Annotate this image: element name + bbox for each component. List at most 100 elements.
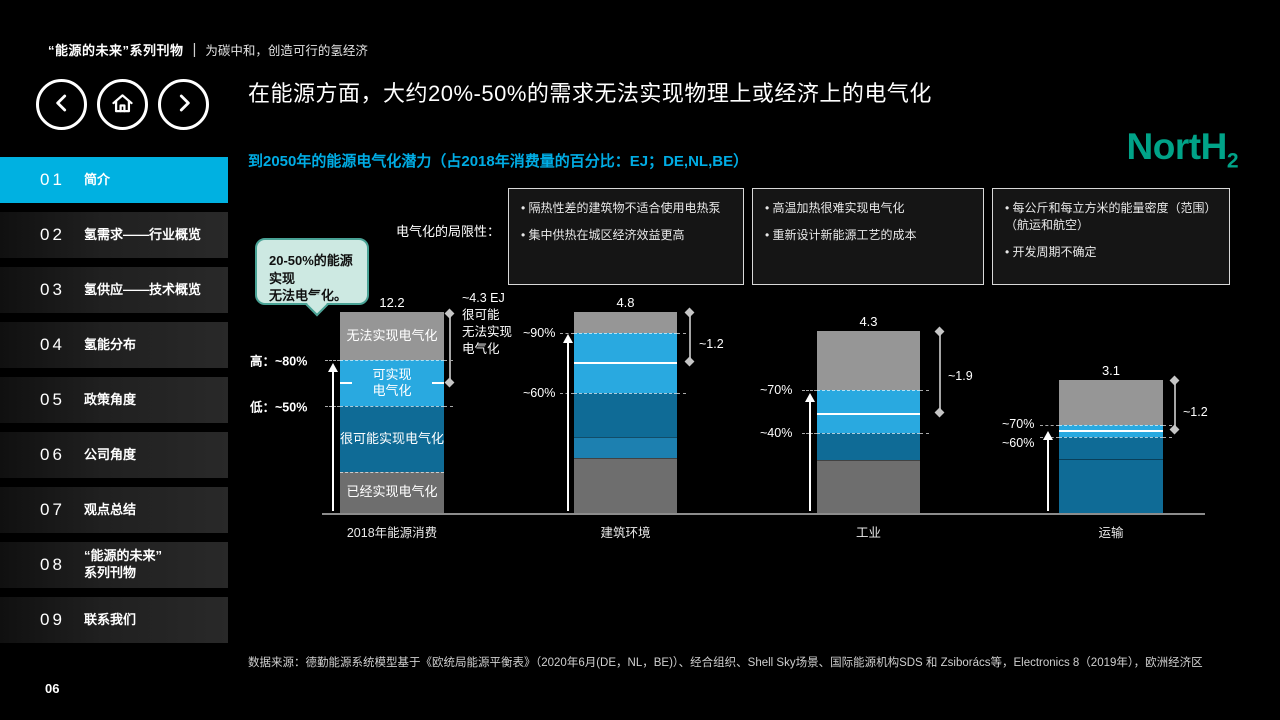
growth-arrow-head (805, 393, 815, 402)
sidebar-item-number: 03 (40, 280, 65, 299)
percent-label: ~70% (1002, 417, 1035, 431)
limitation-bullet: 高温加热很难实现电气化 (765, 200, 971, 217)
sidebar-item-number: 01 (40, 170, 65, 189)
chart-title: 到2050年的能源电气化潜力（占2018年消费量的百分比：EJ；DE,NL,BE… (248, 153, 749, 170)
percent-dash-line (560, 333, 574, 334)
bar-segment-label: 很可能实现电气化 (340, 430, 445, 446)
bar-segment-label: 可实现 电气化 (372, 366, 412, 398)
bar-segment (817, 460, 920, 513)
series-header: “能源的未来”系列刊物 | 为碳中和，创造可行的氢经济 (48, 40, 368, 59)
bar-total-label: 12.2 (379, 295, 405, 310)
range-value-label: ~4.3 EJ 很可能 无法实现 电气化 (462, 291, 513, 356)
bar-segment (340, 360, 444, 406)
range-diamond (934, 326, 945, 337)
percent-dash-line (1040, 425, 1059, 426)
sidebar-item-label: 氢需求——行业概览 (84, 226, 202, 242)
sidebar-item-label: 氢能分布 (84, 336, 137, 352)
bar-segment (340, 472, 444, 513)
percent-label: ~60% (523, 386, 556, 400)
nav-home-button[interactable] (97, 79, 148, 130)
callout-text: 20-50%的能源实现 无法电气化。 (269, 253, 353, 304)
range-line (689, 313, 691, 362)
chart-canvas: 12.2 无法实现电气化 可实现 电气化 很可能实现电气化 已经实现电气化 2018年能源… (240, 285, 1250, 560)
bar-segment (1059, 459, 1163, 513)
nav-forward-button[interactable] (158, 79, 209, 130)
range-line (939, 332, 941, 413)
sidebar-item-number: 06 (40, 445, 65, 464)
percent-dash-line (1163, 437, 1172, 438)
range-value-label: ~1.2 (699, 337, 724, 351)
bar-segment (1059, 430, 1163, 437)
range-line (1174, 381, 1176, 430)
axis-category-label: 运输 (1098, 526, 1124, 540)
sidebar-item-06-company[interactable]: 06 公司角度 (0, 432, 228, 478)
range-diamond (444, 308, 455, 319)
sidebar-item-04-hydrogen-distribution[interactable]: 04 氢能分布 (0, 322, 228, 368)
series-separator: | (192, 41, 197, 58)
range-diamond (684, 356, 695, 367)
range-diamond (1169, 375, 1180, 386)
growth-arrow (1047, 439, 1049, 511)
sidebar-item-05-policy[interactable]: 05 政策角度 (0, 377, 228, 423)
sidebar-item-number: 07 (40, 500, 65, 519)
home-icon (109, 90, 136, 120)
sidebar-item-08-series[interactable]: 08 “能源的未来” 系列刊物 (0, 542, 228, 588)
limitation-bullet: 每公斤和每立方米的能量密度（范围）（航运和航空） (1005, 200, 1217, 234)
page-number: 06 (45, 681, 60, 696)
chart-axis-line (322, 513, 1205, 515)
nav-back-button[interactable] (36, 79, 87, 130)
bar-segment (817, 413, 920, 433)
sidebar-item-number: 02 (40, 225, 65, 244)
range-diamond (444, 377, 455, 388)
sidebar-item-label: 公司角度 (84, 446, 137, 462)
percent-dash-line (677, 333, 686, 334)
bar-total-label: 3.1 (1101, 363, 1121, 378)
growth-arrow (567, 342, 569, 511)
limitation-bullet: 隔热性差的建筑物不适合使用电热泵 (521, 200, 731, 217)
bar-segment (340, 406, 444, 472)
growth-arrow-head (328, 363, 338, 372)
sidebar-item-02-hydrogen-demand[interactable]: 02 氢需求——行业概览 (0, 212, 228, 258)
percent-label: ~90% (523, 326, 556, 340)
percent-dash-line (1163, 425, 1172, 426)
bar-segment (574, 437, 677, 458)
percent-dash-line (677, 393, 686, 394)
percent-dash-line (802, 390, 817, 391)
sidebar-item-label: “能源的未来” 系列刊物 (84, 548, 163, 580)
limitation-bullet: 集中供热在城区经济效益更高 (521, 227, 731, 244)
bar-segment (1059, 437, 1163, 459)
sidebar-item-label: 简介 (84, 171, 111, 187)
growth-arrow-head (1043, 431, 1053, 440)
percent-label: ~70% (760, 383, 793, 397)
range-diamond (684, 307, 695, 318)
percent-label: 低：~50% (250, 400, 308, 415)
bar-segment (574, 362, 677, 393)
axis-category-label: 2018年能源消费 (346, 526, 438, 540)
range-value-label: ~1.2 (1183, 405, 1208, 419)
sidebar-item-label: 观点总结 (84, 501, 137, 517)
growth-arrow-head (563, 334, 573, 343)
sidebar-item-09-contact[interactable]: 09 联系我们 (0, 597, 228, 643)
bar-total-label: 4.8 (616, 295, 635, 310)
sidebar-item-number: 08 (40, 555, 65, 574)
bar-segment (817, 331, 920, 390)
sidebar-item-01-intro[interactable]: 01 简介 (0, 157, 228, 203)
range-value-label: ~1.9 (948, 369, 973, 383)
bar-segment (1059, 425, 1163, 430)
range-diamond (934, 407, 945, 418)
logo-subscript: 2 (1226, 149, 1239, 173)
sidebar: 01 简介 02 氢需求——行业概览 03 氢供应——技术概览 04 氢能分布 … (0, 157, 228, 643)
sidebar-item-07-summary[interactable]: 07 观点总结 (0, 487, 228, 533)
sidebar-item-03-hydrogen-supply[interactable]: 03 氢供应——技术概览 (0, 267, 228, 313)
bar-segment (574, 458, 677, 513)
bar-segment-label: 无法实现电气化 (346, 327, 438, 343)
sidebar-item-label: 联系我们 (84, 611, 137, 627)
sidebar-item-number: 09 (40, 610, 65, 629)
axis-category-label: 建筑环境 (600, 526, 651, 540)
source-note: 数据来源：德勤能源系统模型基于《欧统局能源平衡表》（2020年6月(DE，NL，… (248, 657, 1203, 669)
growth-arrow (809, 401, 811, 511)
sidebar-item-number: 04 (40, 335, 65, 354)
bar-segment (574, 333, 677, 362)
logo-text: NortH (1126, 126, 1228, 167)
